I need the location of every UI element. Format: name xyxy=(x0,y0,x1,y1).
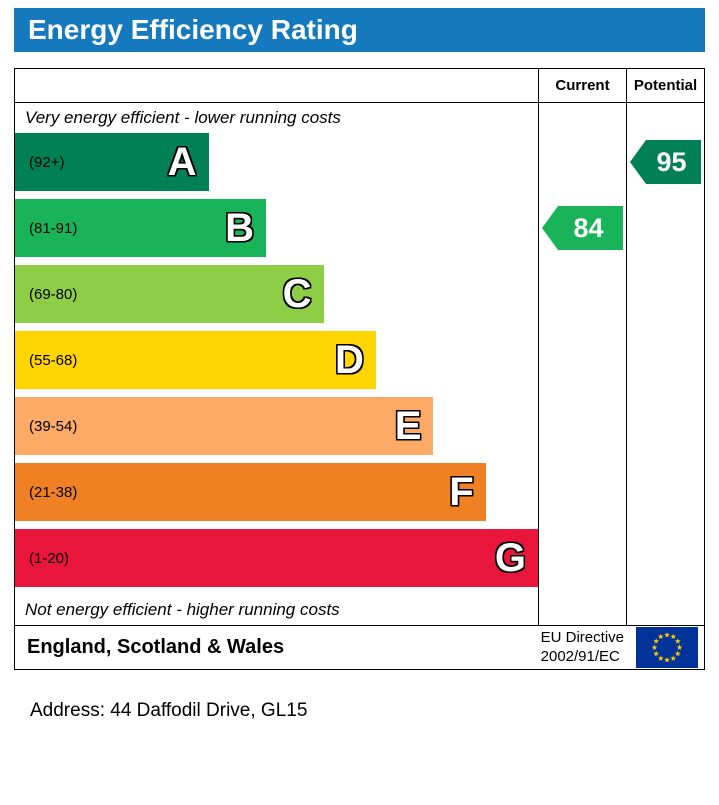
footer-right: EU Directive 2002/91/EC xyxy=(541,627,704,668)
eu-directive-line2: 2002/91/EC xyxy=(540,647,620,665)
band-row: (39-54) E xyxy=(15,397,538,463)
band-letter: C xyxy=(282,272,312,316)
band-letter: A xyxy=(167,140,197,184)
current-arrow: 84 xyxy=(542,206,623,250)
title-bar: Energy Efficiency Rating xyxy=(14,8,705,52)
eu-directive-line1: EU Directive xyxy=(540,628,624,646)
band-range: (69-80) xyxy=(29,285,78,303)
band-letter: D xyxy=(334,338,364,382)
band-range: (1-20) xyxy=(29,549,70,567)
band-bar-a: (92+) A xyxy=(15,133,209,191)
band-letter: G xyxy=(494,536,526,580)
potential-arrow: 95 xyxy=(630,140,701,184)
bands-column: Very energy efficient - lower running co… xyxy=(15,103,538,625)
address-line: Address: 44 Daffodil Drive, GL15 xyxy=(30,700,308,721)
band-bar-c: (69-80) C xyxy=(15,265,324,323)
energy-rating-chart: Current Potential Very energy efficient … xyxy=(14,68,705,670)
eu-flag-icon xyxy=(636,627,698,668)
band-row: (55-68) D xyxy=(15,331,538,397)
bottom-note: Not energy efficient - higher running co… xyxy=(25,600,340,619)
page: Energy Efficiency Rating Current Potenti… xyxy=(14,8,705,721)
band-range: (21-38) xyxy=(29,483,78,501)
band-letter: B xyxy=(225,206,255,250)
band-range: (55-68) xyxy=(29,351,78,369)
column-header-potential: Potential xyxy=(626,69,704,102)
top-note: Very energy efficient - lower running co… xyxy=(25,108,341,127)
column-header-current: Current xyxy=(538,69,626,102)
band-letter: E xyxy=(394,404,422,448)
band-bar-f: (21-38) F xyxy=(15,463,486,521)
band-row: (81-91) B xyxy=(15,199,538,265)
band-range: (39-54) xyxy=(29,417,78,435)
header-spacer xyxy=(15,69,538,102)
band-range: (81-91) xyxy=(29,219,78,237)
chart-footer: England, Scotland & Wales EU Directive 2… xyxy=(15,625,704,669)
band-row: (21-38) F xyxy=(15,463,538,529)
band-row: (69-80) C xyxy=(15,265,538,331)
band-row: (92+) A xyxy=(15,133,538,199)
potential-column: 95 xyxy=(626,103,704,625)
band-letter: F xyxy=(449,470,474,514)
chart-header-row: Current Potential xyxy=(15,69,704,103)
band-bar-b: (81-91) B xyxy=(15,199,267,257)
band-bar-g: (1-20) G xyxy=(15,529,538,587)
region-label: England, Scotland & Wales xyxy=(27,636,285,658)
eu-directive-label: EU Directive 2002/91/EC xyxy=(541,629,624,667)
band-bar-e: (39-54) E xyxy=(15,397,434,455)
page-title: Energy Efficiency Rating xyxy=(28,14,358,45)
bands: (92+) A (81-91) B (69-80) C (55-68) D (39-54) E (2… xyxy=(15,133,538,595)
chart-body: Very energy efficient - lower running co… xyxy=(15,103,704,625)
current-column: 84 xyxy=(538,103,626,625)
band-bar-d: (55-68) D xyxy=(15,331,376,389)
band-range: (92+) xyxy=(29,153,65,171)
band-row: (1-20) G xyxy=(15,529,538,595)
